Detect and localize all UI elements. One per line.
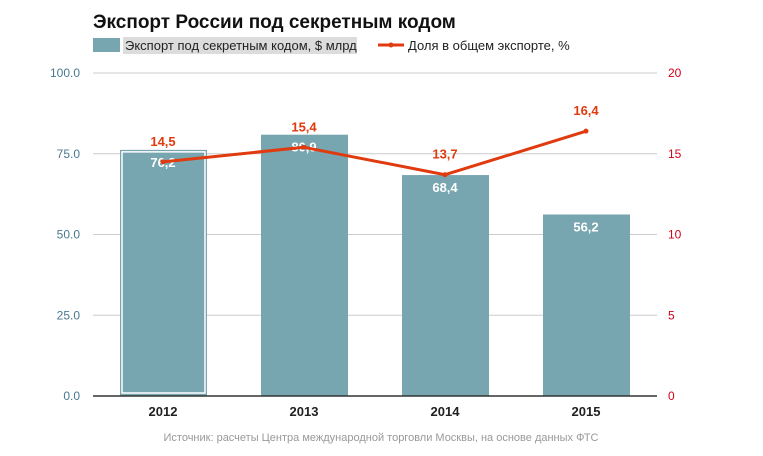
bar-value-label: 68,4 bbox=[432, 180, 458, 195]
right-tick-label: 5 bbox=[668, 308, 675, 322]
x-tick-label: 2012 bbox=[149, 404, 178, 419]
left-tick-label: 0.0 bbox=[63, 389, 80, 403]
bar-selection-outline bbox=[121, 151, 206, 394]
share-point-2015 bbox=[583, 128, 589, 134]
right-tick-label: 0 bbox=[668, 389, 675, 403]
share-value-label: 14,5 bbox=[150, 134, 175, 149]
bar-2013 bbox=[261, 134, 348, 396]
legend: Экспорт под секретным кодом, $ млрд Доля… bbox=[93, 37, 570, 54]
right-tick-label: 10 bbox=[668, 228, 682, 242]
legend-bar-swatch bbox=[93, 38, 120, 52]
share-value-label: 16,4 bbox=[573, 103, 599, 118]
bar-value-label: 56,2 bbox=[573, 219, 598, 234]
share-line: 14,5 15,4 13,7 16,4 bbox=[150, 103, 599, 178]
share-point-2012 bbox=[160, 159, 166, 165]
share-point-2013 bbox=[301, 144, 307, 150]
legend-line-label[interactable]: Доля в общем экспорте, % bbox=[408, 38, 570, 53]
legend-line-marker bbox=[388, 42, 394, 48]
bar-2015 bbox=[543, 214, 630, 396]
left-tick-label: 50.0 bbox=[57, 228, 81, 242]
left-tick-label: 25.0 bbox=[57, 308, 81, 322]
share-value-label: 15,4 bbox=[291, 119, 317, 134]
right-tick-label: 15 bbox=[668, 147, 682, 161]
share-value-label: 13,7 bbox=[432, 147, 457, 162]
x-tick-label: 2014 bbox=[431, 404, 461, 419]
left-axis: 0.0 25.0 50.0 75.0 100.0 bbox=[50, 66, 80, 403]
legend-bar-highlight bbox=[123, 37, 357, 54]
share-line-path bbox=[162, 129, 587, 177]
chart-title: Экспорт России под секретным кодом bbox=[93, 12, 456, 33]
bar-2012 bbox=[120, 149, 207, 396]
x-tick-label: 2013 bbox=[290, 404, 319, 419]
right-tick-label: 20 bbox=[668, 66, 682, 80]
legend-bar-label[interactable]: Экспорт под секретным кодом, $ млрд bbox=[125, 38, 357, 53]
share-point-2014 bbox=[442, 172, 448, 178]
left-tick-label: 100.0 bbox=[50, 66, 80, 80]
bar-2014 bbox=[402, 175, 489, 396]
source-note: Источник: расчеты Центра международной т… bbox=[164, 432, 599, 444]
right-axis: 0 5 10 15 20 bbox=[668, 66, 682, 403]
left-tick-label: 75.0 bbox=[57, 147, 81, 161]
x-tick-label: 2015 bbox=[572, 404, 601, 419]
x-axis: 2012 2013 2014 2015 bbox=[149, 404, 601, 419]
bars: 76,280,968,456,2 bbox=[120, 134, 630, 396]
